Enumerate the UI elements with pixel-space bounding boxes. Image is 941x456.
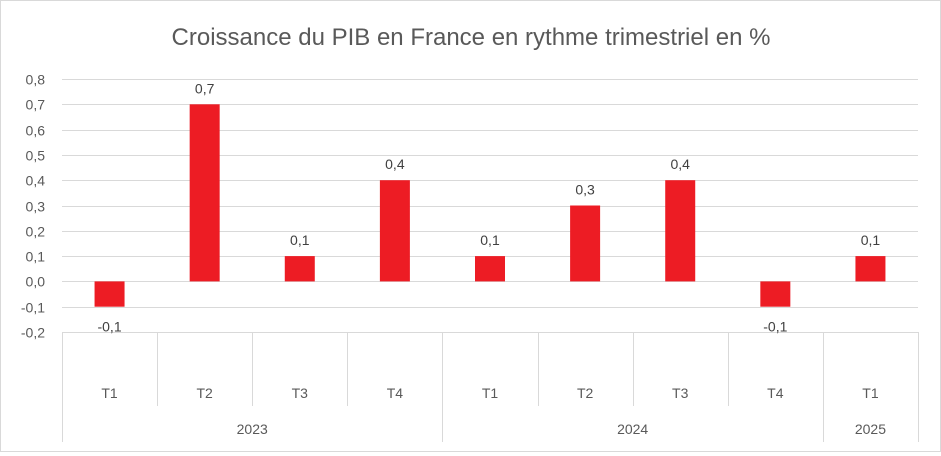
x-group-label: 2024: [617, 421, 648, 437]
y-tick-label: 0,7: [26, 97, 46, 113]
data-label: 0,1: [290, 232, 310, 248]
y-tick-label: -0,1: [21, 300, 45, 316]
x-tick-label: T2: [577, 385, 594, 401]
bars: [94, 104, 886, 307]
data-labels: -0,1 0,7 0,1 0,4 0,1 0,3 0,4 -0,1 0,1: [97, 80, 880, 334]
data-label: 0,4: [385, 156, 405, 172]
bar: [570, 205, 601, 282]
y-tick-label: 0,6: [26, 123, 46, 139]
y-tick-label: 0,0: [26, 274, 46, 290]
y-tick-label: 0,8: [26, 72, 46, 88]
data-label: 0,1: [861, 232, 881, 248]
x-tick-label: T1: [862, 385, 879, 401]
bar: [665, 180, 696, 282]
bar: [94, 281, 125, 307]
bar: [475, 256, 505, 282]
x-group-label: 2023: [237, 421, 268, 437]
y-tick-label: 0,3: [26, 199, 46, 215]
y-axis-tick-labels: -0,2 -0,1 0,0 0,1 0,2 0,3 0,4 0,5 0,6 0,7 0,8: [21, 72, 45, 341]
x-tick-label: T1: [482, 385, 499, 401]
data-label: 0,4: [670, 156, 690, 172]
bar: [855, 256, 886, 282]
x-axis: T1 T2 T3 T4 T1 T2 T3 T4 T1 2023 2024 2025: [62, 332, 919, 442]
bar: [284, 256, 315, 282]
data-label: 0,1: [480, 232, 500, 248]
x-tick-label: T3: [672, 385, 689, 401]
data-label: -0,1: [763, 319, 787, 335]
x-tick-label: T4: [767, 385, 784, 401]
x-tick-label: T3: [292, 385, 309, 401]
data-label: 0,7: [195, 80, 215, 96]
bar: [379, 180, 410, 282]
x-group-label: 2025: [855, 421, 886, 437]
y-tick-label: 0,4: [26, 173, 46, 189]
y-tick-label: -0,2: [21, 325, 45, 341]
y-tick-label: 0,2: [26, 224, 46, 240]
x-tick-label: T2: [196, 385, 213, 401]
x-tick-label: T4: [387, 385, 404, 401]
x-tick-label: T1: [101, 385, 118, 401]
bar: [760, 281, 791, 307]
chart-title: Croissance du PIB en France en rythme tr…: [172, 24, 771, 51]
y-tick-label: 0,5: [26, 148, 46, 164]
data-label: -0,1: [97, 319, 121, 335]
data-label: 0,3: [575, 182, 595, 198]
y-tick-label: 0,1: [26, 249, 46, 265]
bar: [189, 104, 220, 282]
